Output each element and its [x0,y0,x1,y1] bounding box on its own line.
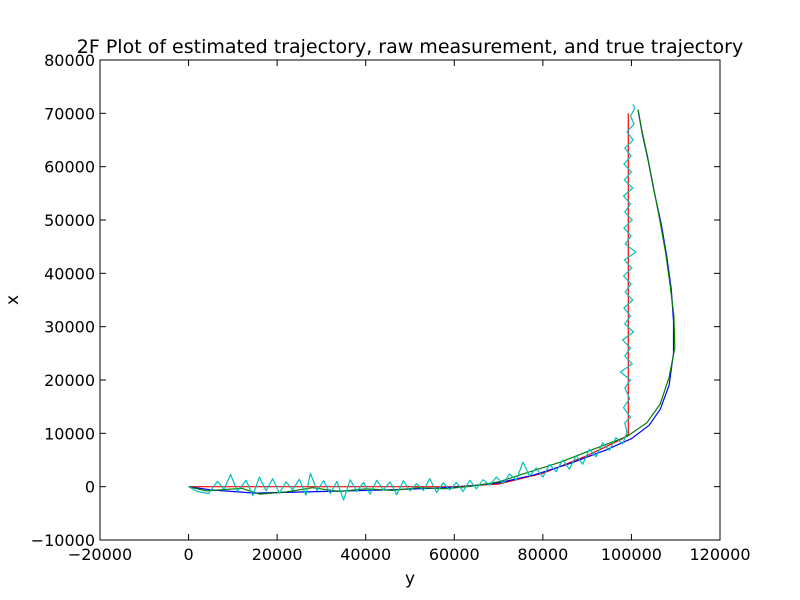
y-tick-label: 10000 [44,424,95,443]
x-tick-label: 100000 [601,545,662,564]
plot-frame [99,59,721,541]
y-tick-label: 20000 [44,371,95,390]
y-tick-label: 0 [85,478,95,497]
x-tick-label: 80000 [517,545,568,564]
y-tick-label: 60000 [44,158,95,177]
y-tick-label: 40000 [44,264,95,283]
x-axis-label: y [405,569,415,589]
series-line-0 [188,113,629,488]
x-tick-label: 40000 [340,545,391,564]
x-tick-label: 120000 [689,545,750,564]
x-tick-label: 20000 [252,545,303,564]
y-tick-label: 50000 [44,211,95,230]
series-line-1 [188,110,675,494]
y-tick-label: 70000 [44,104,95,123]
y-axis-label: x [3,295,23,305]
y-tick-label: −10000 [31,531,95,550]
y-tick-label: 30000 [44,318,95,337]
series-line-2 [188,109,676,495]
series-layer [188,103,676,501]
series-line-3 [188,103,637,501]
x-tick-label: 0 [183,545,193,564]
y-tick-label: 80000 [44,51,95,70]
ticks-layer: −20000 0 20000 40000 60000 80000 100000 120000−… [31,51,751,564]
chart-title: 2F Plot of estimated trajectory, raw mea… [77,36,743,58]
x-tick-label: 60000 [429,545,480,564]
x-tick-label: −20000 [68,545,132,564]
